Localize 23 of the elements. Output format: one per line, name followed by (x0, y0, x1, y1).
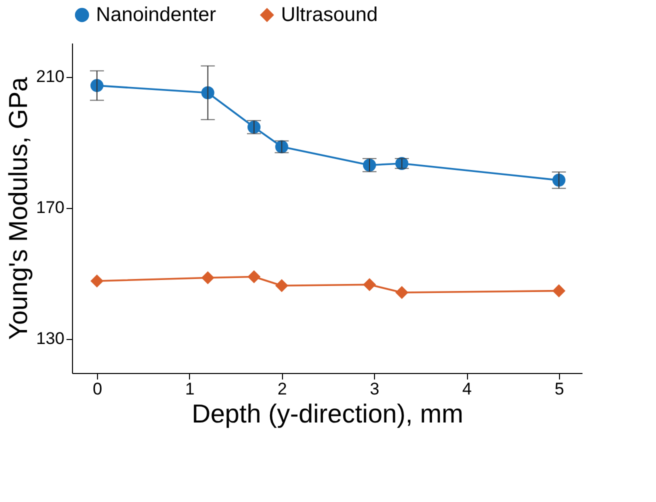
y-tick-label: 170 (36, 198, 64, 218)
point (395, 286, 408, 299)
point (90, 79, 104, 92)
y-axis-title: Young's Modulus, GPa (3, 76, 34, 340)
x-tick-label: 5 (554, 380, 564, 398)
x-tick-label: 1 (185, 380, 195, 398)
point (552, 284, 566, 298)
legend-label: Ultrasound (281, 4, 378, 26)
point (90, 274, 104, 288)
x-tick-label: 2 (277, 380, 287, 398)
x-tick-label: 0 (92, 380, 102, 398)
point (275, 279, 288, 292)
x-tick-label: 4 (462, 380, 472, 398)
point (201, 86, 214, 100)
x-axis-title: Depth (y-direction), mm (192, 398, 464, 428)
x-tick-label: 3 (370, 380, 380, 398)
y-tick-label: 130 (36, 329, 64, 348)
point (362, 278, 376, 292)
point (201, 271, 214, 284)
point (552, 174, 566, 187)
point (247, 270, 261, 284)
y-tick-label: 210 (36, 67, 64, 86)
legend-label: Nanoindenter (96, 4, 216, 26)
